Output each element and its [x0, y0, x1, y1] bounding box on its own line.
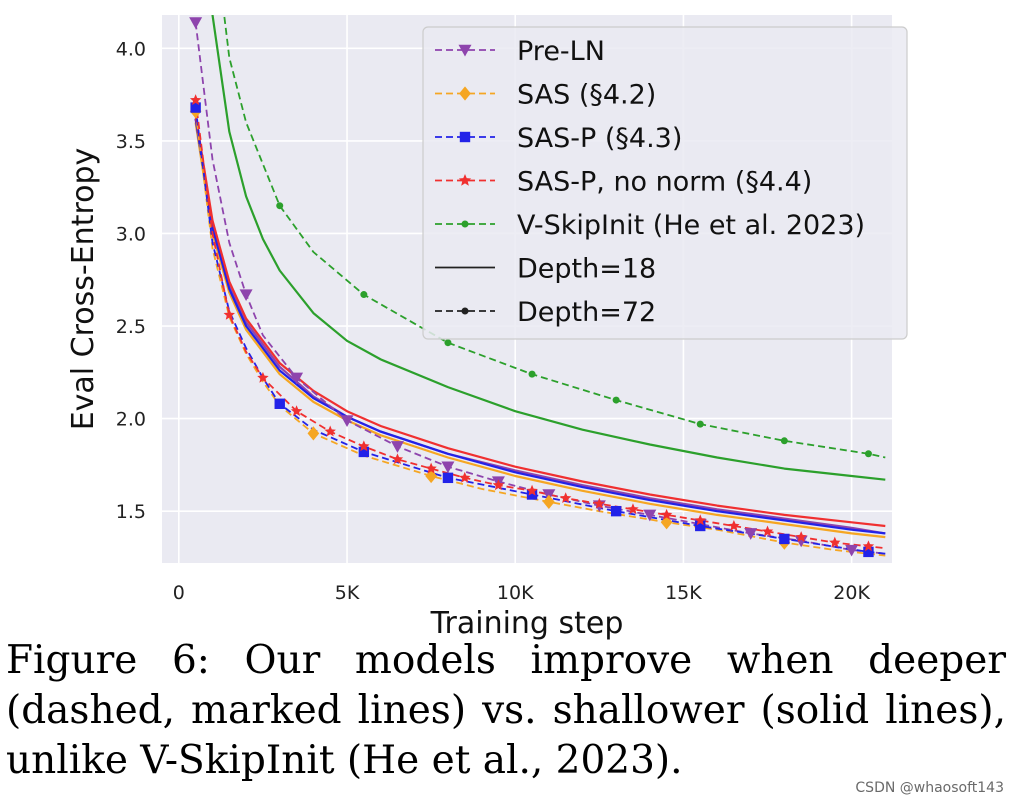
data-point-sas-p-depth-72 — [190, 102, 201, 113]
data-point-sas-p-no-norm-depth-72 — [728, 519, 740, 531]
legend-swatch-marker — [458, 174, 472, 186]
y-tick-label: 3.0 — [116, 223, 146, 245]
data-point-v-skipinit-depth-72 — [528, 370, 536, 378]
data-point-sas-p-no-norm-depth-72 — [761, 525, 774, 537]
data-point-sas-p-no-norm-depth-72 — [189, 94, 202, 106]
data-point-sas-p-no-norm-depth-72 — [627, 503, 639, 515]
data-point-pre-ln-depth-72 — [390, 441, 404, 453]
data-point-sas-p-no-norm-depth-72 — [358, 440, 370, 452]
y-tick-label: 3.5 — [116, 131, 146, 153]
y-tick-label: 1.5 — [116, 501, 146, 523]
legend-label: SAS-P (§4.3) — [517, 123, 682, 154]
data-point-sas-p-depth-72 — [610, 505, 622, 517]
x-tick-label: 10K — [497, 582, 534, 604]
data-point-pre-ln-depth-72 — [290, 372, 304, 385]
legend-label: Depth=18 — [517, 254, 656, 285]
data-point-sas-p-depth-72 — [779, 533, 790, 545]
y-tick-label: 2.5 — [116, 316, 146, 338]
y-tick-label: 4.0 — [116, 38, 146, 60]
legend-label: SAS-P, no norm (§4.4) — [517, 167, 812, 198]
data-point-sas-p-no-norm-depth-72 — [795, 531, 807, 542]
x-tick-label: 5K — [335, 582, 360, 604]
data-point-sas-p-no-norm-depth-72 — [425, 462, 437, 474]
data-point-sas-p-no-norm-depth-72 — [290, 405, 303, 417]
legend: Pre-LN SAS (§4.2) SAS-P (§4.3) SAS-P, no no… — [422, 26, 908, 340]
y-tick-label: 2.0 — [116, 409, 146, 431]
y-axis-label: Eval Cross-Entropy — [66, 148, 101, 431]
data-point-sas-p-no-norm-depth-72 — [593, 497, 606, 509]
watermark: CSDN @whaosoft143 — [855, 780, 1004, 796]
data-point-v-skipinit-depth-72 — [276, 202, 284, 210]
data-point-v-skipinit-depth-72 — [360, 291, 368, 299]
data-point-v-skipinit-depth-72 — [696, 420, 704, 428]
data-point-sas-p-no-norm-depth-72 — [492, 479, 505, 491]
data-point-sas-p-no-norm-depth-72 — [559, 492, 572, 504]
data-point-sas-p-no-norm-depth-72 — [660, 508, 673, 520]
data-point-sas-p-depth-72 — [358, 446, 370, 458]
data-point-pre-ln-depth-72 — [744, 528, 758, 540]
series-line-v-skipinit-depth-18 — [211, 15, 886, 481]
data-point-v-skipinit-depth-72 — [780, 437, 788, 445]
legend-swatch-marker — [459, 86, 471, 101]
data-point-sas-p-no-norm-depth-72 — [862, 540, 875, 552]
legend-label: V-SkipInit (He et al. 2023) — [517, 210, 865, 241]
legend-label: Pre-LN — [517, 36, 605, 67]
data-point-sas-p-no-norm-depth-72 — [526, 484, 538, 496]
data-point-sas-depth-72 — [425, 468, 437, 484]
data-point-pre-ln-depth-72 — [845, 544, 859, 557]
data-point-v-skipinit-depth-72 — [444, 339, 452, 347]
tick-labels: 0 5K 10K 15K 20K 1.5 2.0 2.5 3.0 3.5 4.0 — [116, 38, 871, 604]
data-point-sas-p-no-norm-depth-72 — [223, 308, 235, 320]
data-point-sas-depth-72 — [307, 426, 320, 441]
figure-caption: Figure 6: Our models improve when deeper… — [6, 638, 1006, 783]
data-point-sas-p-depth-72 — [863, 546, 874, 558]
legend-box — [422, 26, 908, 340]
legend-label: Depth=72 — [517, 297, 656, 328]
data-point-sas-p-no-norm-depth-72 — [459, 471, 471, 483]
line-chart: 0 5K 10K 15K 20K 1.5 2.0 2.5 3.0 3.5 4.0 Training … — [66, 15, 908, 640]
legend-swatch-marker — [458, 44, 472, 57]
x-tick-label: 0 — [173, 582, 185, 604]
legend-swatch-marker — [459, 131, 471, 143]
legend-swatch-marker — [461, 307, 469, 315]
data-point-pre-ln-depth-72 — [189, 17, 203, 29]
series-layer — [194, 15, 886, 557]
data-point-sas-p-depth-72 — [442, 472, 454, 484]
data-point-v-skipinit-depth-72 — [612, 396, 620, 404]
data-point-sas-p-depth-72 — [695, 520, 706, 532]
x-tick-label: 20K — [833, 582, 870, 604]
data-point-sas-p-no-norm-depth-72 — [391, 453, 404, 465]
data-point-pre-ln-depth-72 — [340, 415, 354, 427]
data-point-sas-p-no-norm-depth-72 — [257, 371, 269, 383]
marker-layer — [189, 17, 875, 558]
x-axis-label: Training step — [430, 606, 624, 640]
data-point-sas-p-no-norm-depth-72 — [829, 536, 841, 548]
data-point-sas-p-depth-72 — [526, 489, 538, 500]
series-line-sas-p-no-norm-depth-18 — [194, 114, 886, 528]
series-line-sas-p-no-norm-depth-72 — [194, 100, 886, 550]
data-point-sas-depth-72 — [543, 494, 555, 510]
legend-swatch-marker — [461, 220, 469, 228]
data-point-sas-p-no-norm-depth-72 — [694, 514, 706, 526]
data-point-pre-ln-depth-72 — [643, 509, 657, 522]
data-point-v-skipinit-depth-72 — [864, 450, 872, 458]
data-point-sas-p-no-norm-depth-72 — [324, 425, 336, 437]
data-point-pre-ln-depth-72 — [441, 461, 455, 474]
series-line-sas-p-depth-18 — [194, 118, 886, 535]
data-point-pre-ln-depth-72 — [239, 289, 253, 302]
series-line-sas-depth-18 — [194, 122, 886, 539]
x-tick-label: 15K — [665, 582, 702, 604]
legend-label: SAS (§4.2) — [517, 80, 656, 111]
data-point-pre-ln-depth-72 — [794, 535, 808, 548]
data-point-sas-p-depth-72 — [274, 398, 285, 409]
